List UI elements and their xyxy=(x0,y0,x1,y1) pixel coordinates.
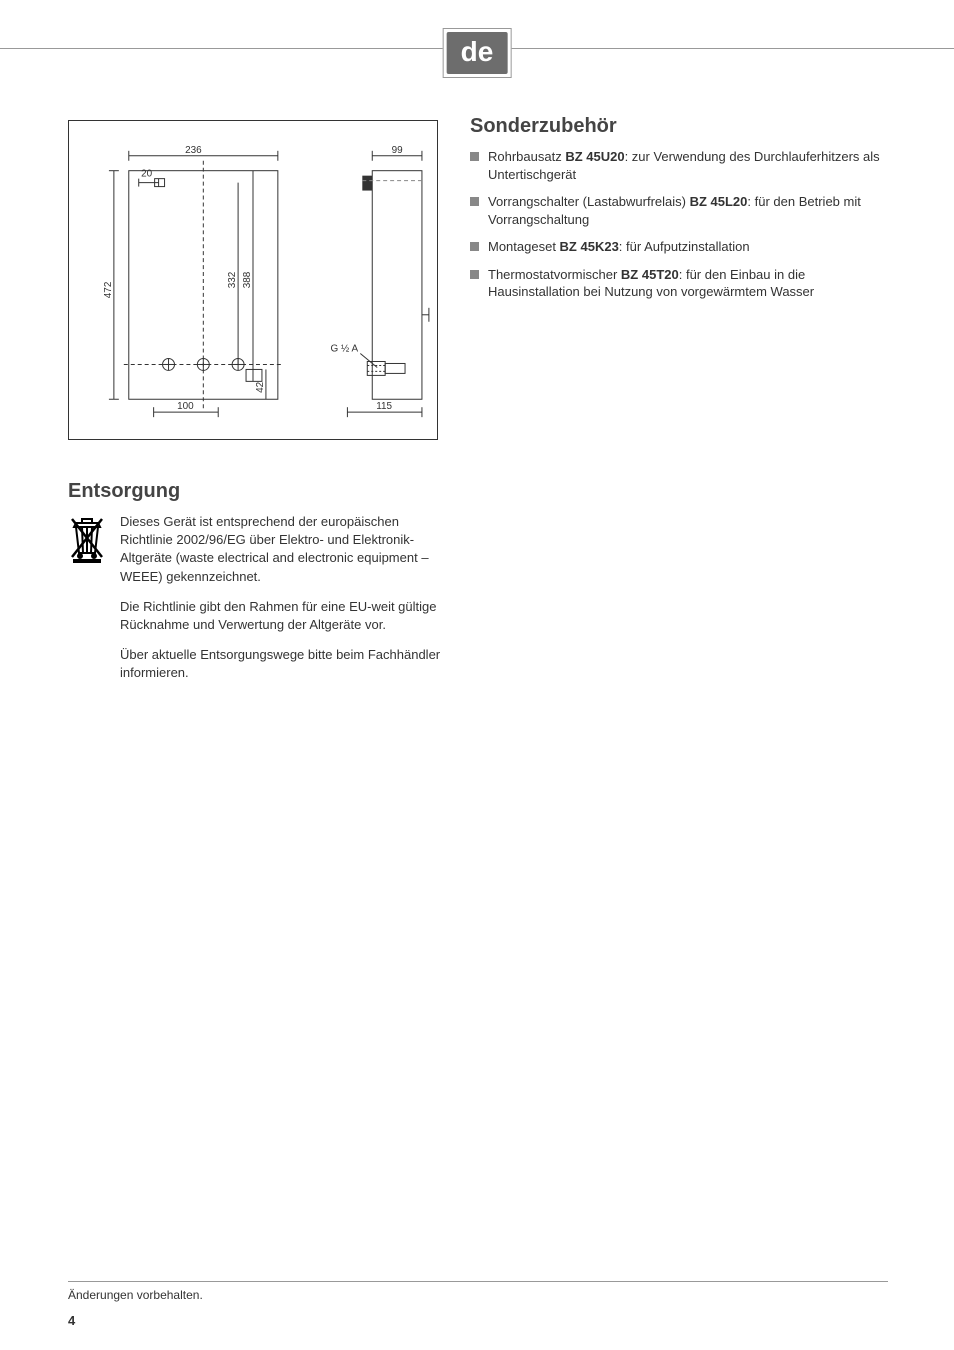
item-bold: BZ 45U20 xyxy=(565,149,624,164)
item-bold: BZ 45T20 xyxy=(621,267,679,282)
weee-icon xyxy=(68,513,106,695)
dim-top-width: 236 xyxy=(185,145,202,156)
dim-side-height: 99 xyxy=(392,145,404,156)
item-bold: BZ 45L20 xyxy=(690,194,748,209)
entsorgung-p1: Dieses Gerät ist entsprechend der europä… xyxy=(120,513,448,586)
list-item: Thermostatvormischer BZ 45T20: für den E… xyxy=(470,266,890,301)
entsorgung-text: Dieses Gerät ist entsprechend der europä… xyxy=(120,513,448,695)
list-item: Rohrbausatz BZ 45U20: zur Verwendung des… xyxy=(470,148,890,183)
item-pre: Rohrbausatz xyxy=(488,149,565,164)
item-post: : für Aufputzinstallation xyxy=(619,239,750,254)
item-pre: Montageset xyxy=(488,239,560,254)
dim-inset: 20 xyxy=(141,169,153,180)
list-item: Vorrangschalter (Lastabwurfrelais) BZ 45… xyxy=(470,193,890,228)
dim-inner-h1: 332 xyxy=(227,271,238,288)
sonderzubehoer-list: Rohrbausatz BZ 45U20: zur Verwendung des… xyxy=(470,148,890,301)
dim-height-main: 472 xyxy=(103,281,114,298)
sonderzubehoer-heading: Sonderzubehör xyxy=(470,115,890,138)
language-badge: de xyxy=(443,28,512,78)
item-pre: Thermostatvormischer xyxy=(488,267,621,282)
entsorgung-section: Entsorgung xyxy=(68,480,448,695)
item-bold: BZ 45K23 xyxy=(560,239,619,254)
list-item: Montageset BZ 45K23: für Aufputzinstalla… xyxy=(470,238,890,256)
dim-thread: G ½ A xyxy=(331,344,359,355)
dim-42: 42 xyxy=(255,381,266,393)
dimension-diagram: 236 20 472 332 388 xyxy=(68,120,438,440)
entsorgung-heading: Entsorgung xyxy=(68,480,448,503)
item-pre: Vorrangschalter (Lastabwurfrelais) xyxy=(488,194,690,209)
entsorgung-p2: Die Richtlinie gibt den Rahmen für eine … xyxy=(120,598,448,634)
sonderzubehoer-section: Sonderzubehör Rohrbausatz BZ 45U20: zur … xyxy=(470,115,890,311)
dim-bottom-left: 100 xyxy=(177,401,194,412)
dim-inner-h2: 388 xyxy=(242,271,253,288)
footnote-rule xyxy=(68,1281,888,1282)
page-number: 4 xyxy=(68,1313,75,1328)
footnote: Änderungen vorbehalten. xyxy=(68,1288,888,1302)
language-code: de xyxy=(447,32,508,74)
entsorgung-p3: Über aktuelle Entsorgungswege bitte beim… xyxy=(120,646,448,682)
dim-bottom-right: 115 xyxy=(376,401,392,412)
